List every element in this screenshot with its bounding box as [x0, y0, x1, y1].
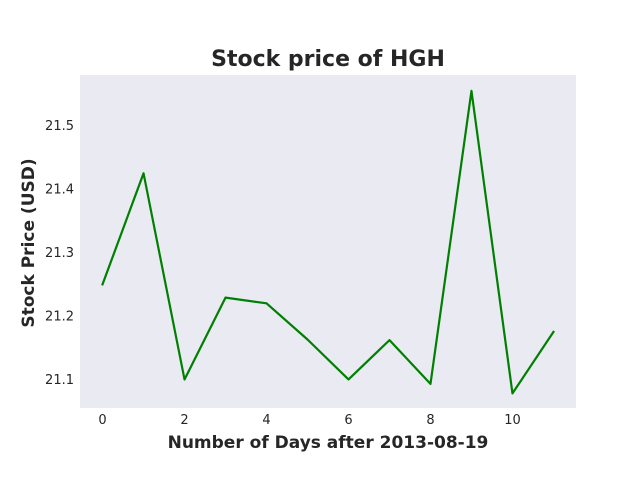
y-tick-label: 21.1 — [45, 373, 74, 388]
y-tick-label: 21.5 — [45, 119, 74, 134]
series-layer — [101, 89, 555, 395]
chart-title: Stock price of HGH — [211, 47, 445, 72]
data-point — [266, 302, 268, 304]
x-tick-label: 2 — [180, 413, 188, 428]
x-tick-label: 10 — [504, 413, 521, 428]
data-point — [225, 297, 227, 299]
data-point — [184, 378, 186, 380]
data-point — [470, 90, 472, 92]
data-point — [307, 339, 309, 341]
y-axis-label: Stock Price (USD) — [19, 158, 39, 327]
x-tick-label: 4 — [262, 413, 270, 428]
data-point — [102, 283, 104, 285]
series-line — [101, 89, 555, 395]
data-point — [348, 378, 350, 380]
x-tick-label: 6 — [344, 413, 352, 428]
data-point — [388, 339, 390, 341]
y-tick-label: 21.4 — [45, 183, 74, 198]
x-axis-label: Number of Days after 2013-08-19 — [168, 433, 489, 453]
y-axis-ticks: 21.1 21.2 21.3 21.4 21.5 — [45, 119, 74, 388]
data-point — [429, 383, 431, 385]
x-tick-label: 0 — [98, 413, 106, 428]
y-tick-label: 21.2 — [45, 310, 74, 325]
plot-area — [80, 75, 576, 408]
data-point — [511, 392, 513, 394]
x-tick-label: 8 — [426, 413, 434, 428]
x-axis-ticks: 0 2 4 6 8 10 — [98, 413, 520, 428]
y-tick-label: 21.3 — [45, 246, 74, 261]
data-point — [143, 172, 145, 174]
data-point — [552, 331, 554, 333]
